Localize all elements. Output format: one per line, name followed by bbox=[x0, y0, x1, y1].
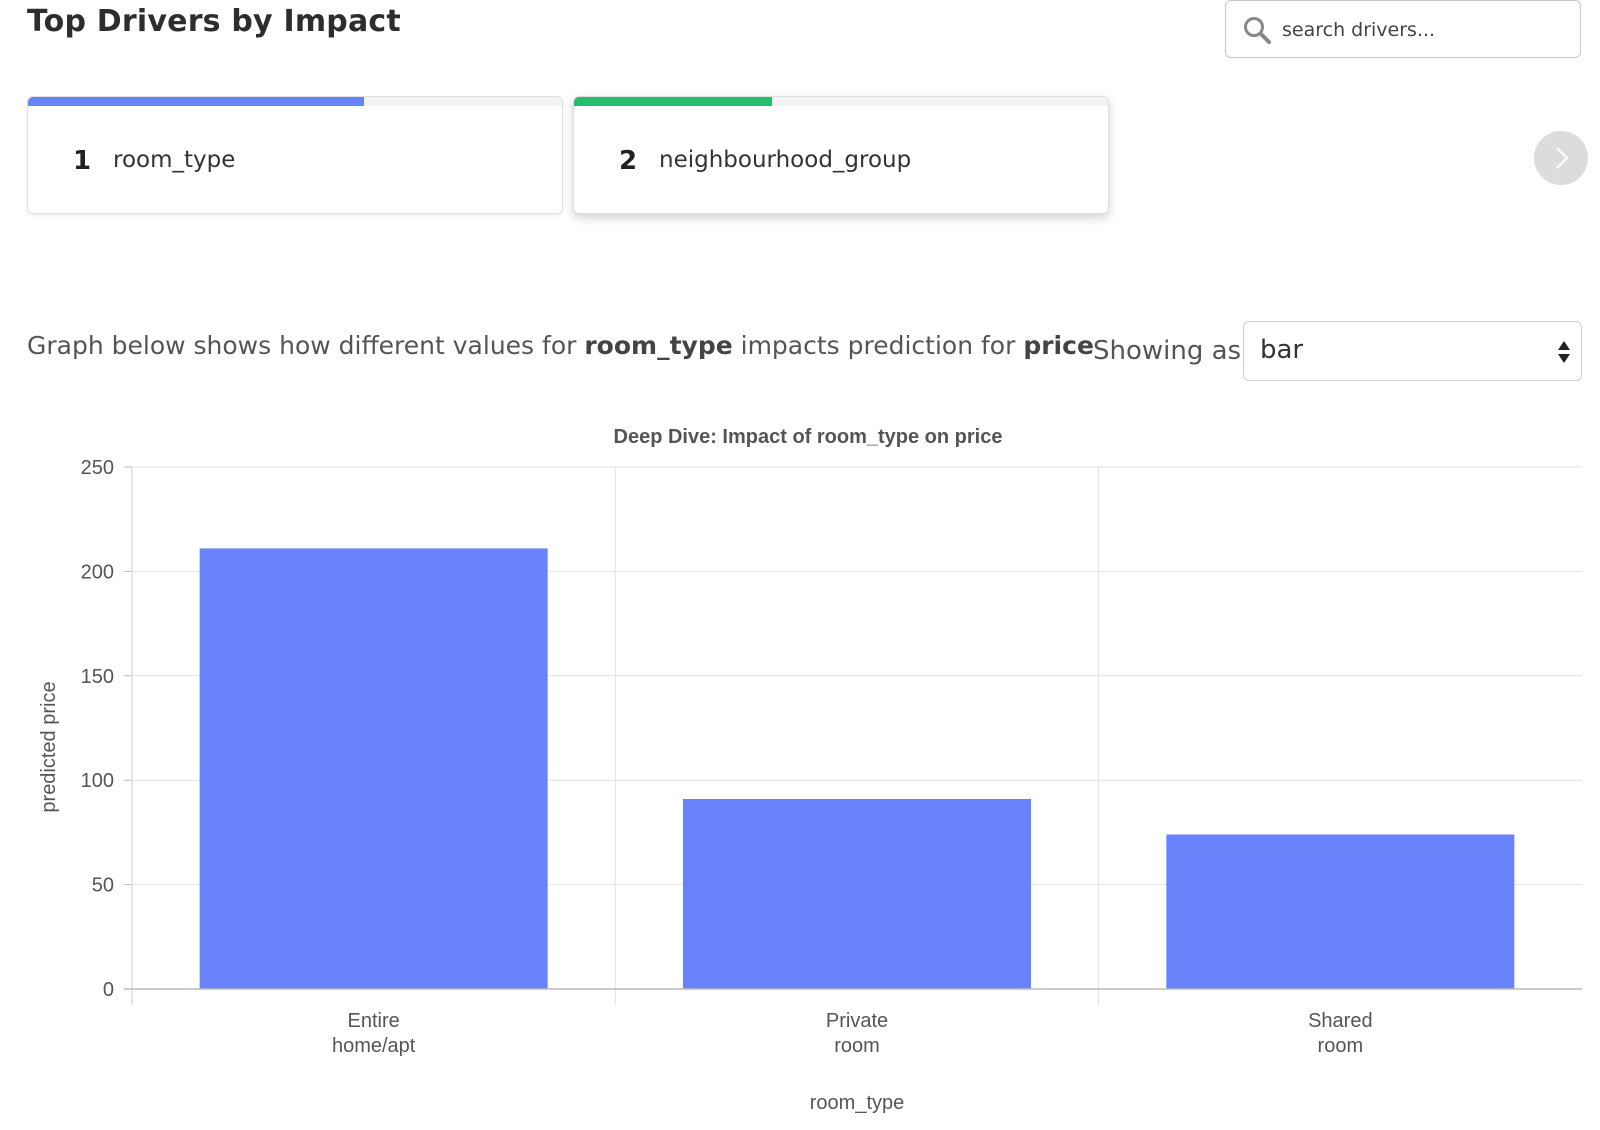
search-icon bbox=[1244, 17, 1271, 44]
driver-name: room_type bbox=[113, 147, 236, 173]
y-tick-label: 50 bbox=[92, 875, 114, 897]
bar-chart: Deep Dive: Impact of room_type on price … bbox=[38, 426, 1582, 1114]
impact-bar-fill bbox=[574, 97, 772, 106]
x-tick-label: room bbox=[834, 1035, 880, 1057]
y-tick-label: 100 bbox=[81, 770, 114, 792]
sort-arrows-icon bbox=[1558, 341, 1570, 363]
driver-name: neighbourhood_group bbox=[659, 147, 912, 173]
driver-card-2[interactable]: 2 neighbourhood_group bbox=[573, 96, 1109, 214]
driver-card-1[interactable]: 1 room_type bbox=[27, 96, 563, 214]
x-tick-label: Entire bbox=[348, 1010, 400, 1032]
x-axis-label: room_type bbox=[810, 1092, 905, 1114]
description-target: price bbox=[1023, 331, 1094, 360]
x-tick-label: Shared bbox=[1308, 1010, 1373, 1032]
x-tick-label: room bbox=[1318, 1035, 1364, 1057]
description-feature: room_type bbox=[584, 331, 733, 360]
impact-bar-fill bbox=[28, 97, 365, 106]
showing-as-label: Showing as: bbox=[1093, 336, 1250, 366]
next-drivers-button[interactable] bbox=[1534, 131, 1588, 185]
impact-bar-track bbox=[28, 97, 562, 106]
bar bbox=[199, 548, 548, 989]
x-tick-label: Private bbox=[826, 1010, 888, 1032]
x-tick-label: home/apt bbox=[332, 1035, 416, 1057]
bar bbox=[683, 798, 1031, 989]
search-box[interactable] bbox=[1225, 0, 1581, 58]
chart-axes: 0 50 100 150 200 250 Entire home/apt Private room… bbox=[81, 457, 1582, 1057]
chevron-right-icon bbox=[1556, 147, 1569, 169]
y-axis-label: predicted price bbox=[38, 681, 60, 812]
chart-bars bbox=[199, 548, 1515, 989]
driver-rank: 1 bbox=[73, 146, 92, 176]
chart-type-select[interactable]: bar bbox=[1243, 321, 1582, 381]
y-tick-label: 250 bbox=[81, 457, 114, 479]
search-input[interactable] bbox=[1282, 11, 1562, 49]
y-tick-label: 0 bbox=[103, 979, 114, 1001]
chart-type-selected-value: bar bbox=[1260, 335, 1304, 365]
chart-title: Deep Dive: Impact of room_type on price bbox=[614, 426, 1003, 448]
page-title: Top Drivers by Impact bbox=[27, 4, 401, 39]
impact-bar-track bbox=[574, 97, 1108, 106]
chart-description: Graph below shows how different values f… bbox=[27, 331, 1094, 360]
description-middle: impacts prediction for bbox=[732, 331, 1024, 360]
y-tick-label: 200 bbox=[81, 561, 114, 583]
bar bbox=[1166, 834, 1515, 989]
description-prefix: Graph below shows how different values f… bbox=[27, 331, 585, 360]
driver-rank: 2 bbox=[619, 146, 638, 176]
y-tick-label: 150 bbox=[81, 666, 114, 688]
